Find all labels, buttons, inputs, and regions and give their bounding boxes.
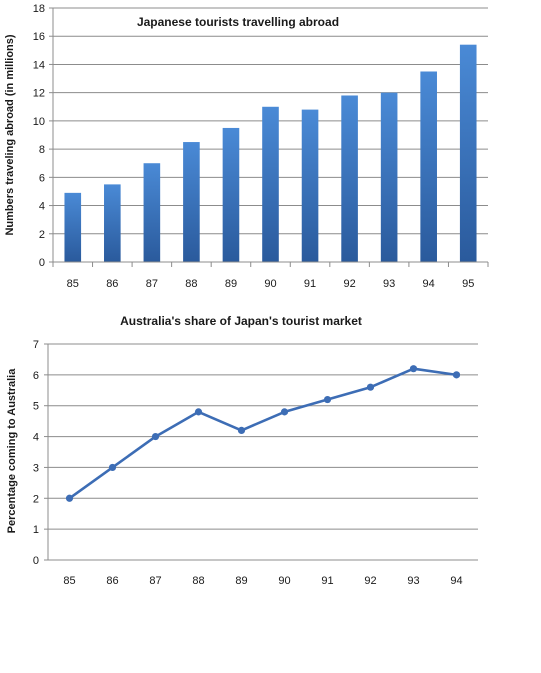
bar-chart-y-tick-labels: 0 2 4 6 8 10 12 14 16 18 [33,3,45,269]
bar-chart-y-tick-label: 0 [39,257,45,269]
line-chart-x-tick-label: 94 [450,575,462,587]
bar-chart-japanese-tourists: 0 2 4 6 8 10 12 14 16 18 85 86 87 88 89 90 91 92 93 94 95 J… [4,3,489,290]
bar-chart-y-tick-label: 14 [33,59,45,71]
line-chart-x-tick-label: 90 [278,575,290,587]
line-chart-x-tick-label: 88 [192,575,204,587]
bar-chart-x-tick-label: 90 [264,278,276,290]
bar-chart-x-tick-label: 88 [185,278,197,290]
bar-chart-y-tick-label: 16 [33,31,45,43]
line-chart-y-tick-label: 2 [33,493,39,505]
bar-chart-title: Japanese tourists travelling abroad [137,15,339,29]
bar-chart-y-tick-label: 8 [39,144,45,156]
line-chart-y-tick-label: 0 [33,555,39,567]
bar-chart-y-tick-label: 6 [39,172,45,184]
line-point-90 [280,408,289,416]
bar-chart-x-tick-label: 85 [67,278,79,290]
bar-chart-y-tick-label: 10 [33,116,45,128]
line-chart-x-tick-label: 85 [63,575,75,587]
line-chart-x-tick-label: 93 [407,575,419,587]
line-chart-x-tick-label: 86 [106,575,118,587]
bar-chart-x-tick-label: 86 [106,278,118,290]
bar-94 [420,71,437,262]
bar-95 [459,44,477,262]
line-point-91 [323,395,332,404]
line-chart-y-tick-label: 5 [33,401,39,413]
line-point-88 [194,408,203,416]
bar-chart-axes [49,7,489,267]
line-chart-y-tick-label: 1 [33,524,39,536]
bar-chart-x-tick-label: 94 [423,278,435,290]
line-point-87 [151,432,160,441]
line-chart-y-tick-label: 4 [33,432,39,444]
bar-chart-y-tick-label: 2 [39,229,45,241]
bar-86 [104,184,121,262]
line-chart-x-tick-label: 89 [235,575,247,587]
bar-chart-x-tick-label: 95 [462,278,474,290]
bar-chart-x-tick-label: 93 [383,278,395,290]
bar-chart-x-tick-labels: 85 86 87 88 89 90 91 92 93 94 95 [67,278,475,290]
bar-85 [64,192,82,262]
bar-chart-x-tick-label: 92 [343,278,355,290]
line-chart-y-tick-labels: 0 1 2 3 4 5 6 7 [33,339,39,567]
bar-chart-bars [64,44,477,263]
bar-92 [341,95,358,262]
line-chart-y-tick-label: 6 [33,370,39,382]
bar-chart-y-tick-label: 18 [33,3,45,15]
line-point-92 [366,383,375,391]
bar-90 [262,106,279,263]
line-chart-y-axis-label: Percentage coming to Australia [6,368,18,534]
line-point-94 [452,371,461,379]
line-chart-series [68,367,457,500]
bar-89 [222,127,240,262]
bar-88 [183,142,200,262]
line-point-93 [409,365,418,373]
line-chart-gridlines [48,343,478,530]
bar-93 [380,92,398,263]
line-chart-axes [44,343,478,561]
line-chart-x-tick-labels: 85 86 87 88 89 90 91 92 93 94 [63,575,462,587]
bar-chart-y-tick-label: 12 [33,88,45,100]
bar-chart-y-tick-label: 4 [39,201,45,213]
line-chart-x-tick-label: 92 [364,575,376,587]
line-point-85 [65,494,74,502]
bar-chart-x-tick-label: 91 [304,278,316,290]
line-point-86 [108,463,117,472]
line-chart-series-line [68,367,457,500]
line-point-89 [237,426,246,434]
line-chart-markers [65,365,461,502]
bar-chart-y-axis-label: Numbers traveling abroad (in millions) [4,34,16,235]
line-chart-australia-share: 0 1 2 3 4 5 6 7 85 86 87 88 89 90 91 92 93 94 Australia'… [6,314,478,587]
line-chart-y-tick-label: 7 [33,339,39,351]
line-chart-x-tick-label: 87 [149,575,161,587]
bar-chart-x-tick-label: 89 [225,278,237,290]
bar-chart-x-tick-label: 87 [146,278,158,290]
line-chart-title: Australia's share of Japan's tourist mar… [120,314,362,328]
bar-87 [143,163,161,262]
bar-91 [301,109,319,262]
line-chart-x-tick-label: 91 [321,575,333,587]
line-chart-y-tick-label: 3 [33,462,39,474]
